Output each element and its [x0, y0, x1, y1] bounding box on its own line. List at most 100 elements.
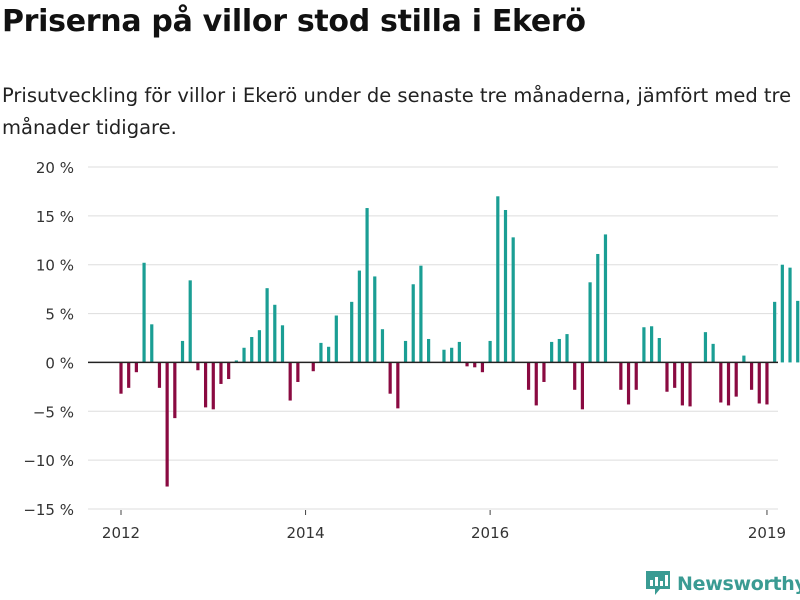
bar: [450, 347, 454, 363]
bar: [488, 340, 492, 363]
bar: [642, 327, 646, 363]
bar: [234, 360, 238, 363]
bar: [196, 362, 200, 371]
bar: [173, 362, 177, 419]
x-tick-label: 2016: [471, 524, 509, 542]
bar: [357, 270, 361, 363]
grid-lines: [88, 166, 778, 510]
bar: [142, 262, 146, 363]
bar: [673, 362, 677, 388]
bar: [288, 362, 292, 401]
bar: [388, 362, 392, 394]
y-tick-label: 20 %: [36, 159, 74, 177]
bar: [265, 288, 269, 363]
bar: [680, 362, 684, 406]
bar: [203, 362, 208, 408]
bar: [534, 362, 538, 406]
bar: [711, 343, 715, 363]
bar: [296, 362, 300, 382]
bar: [257, 330, 262, 363]
bar: [250, 337, 254, 363]
bar: [473, 362, 477, 368]
x-tick-label: 2014: [286, 524, 324, 542]
y-tick-label: 5 %: [45, 306, 74, 324]
y-tick-label: 0 %: [45, 354, 74, 372]
bar: [657, 338, 661, 363]
chart-title: Priserna på villor stod stilla i Ekerö: [2, 4, 586, 39]
bar: [596, 253, 600, 363]
bar: [503, 209, 508, 363]
bar: [227, 362, 231, 380]
y-axis: 20 % 15 % 10 % 5 % 0 % −5 % −10 % −15 %: [23, 159, 74, 519]
bar: [442, 349, 446, 363]
bars-group: [119, 196, 800, 487]
bar: [165, 362, 169, 487]
bar: [219, 362, 223, 384]
bar: [496, 196, 500, 363]
bar: [427, 338, 431, 363]
bar: [211, 362, 215, 410]
bar: [588, 282, 592, 363]
y-tick-label: −10 %: [23, 452, 74, 470]
bar: [557, 338, 561, 363]
bar: [542, 362, 546, 382]
bar: [419, 265, 423, 363]
bar: [626, 362, 631, 405]
bar: [726, 362, 731, 406]
bar: [603, 234, 608, 363]
bar: [319, 342, 323, 363]
y-tick-label: −15 %: [23, 501, 74, 519]
y-tick-label: 10 %: [36, 257, 74, 275]
x-tick-label: 2012: [102, 524, 140, 542]
newsworthy-brand[interactable]: Newsworthy: [645, 569, 800, 599]
bar: [180, 340, 185, 363]
bar: [634, 362, 638, 390]
bar: [788, 267, 792, 363]
bar: [573, 362, 577, 390]
bar: [757, 362, 761, 404]
bar: [457, 341, 461, 363]
newsworthy-logo-icon: [645, 568, 671, 600]
bar: [327, 346, 331, 363]
bar: [280, 325, 285, 363]
x-axis: 2012201420162019202120232025: [102, 510, 786, 542]
bar: [550, 341, 554, 363]
bar: [465, 362, 469, 367]
bar: [650, 326, 654, 363]
bar: [565, 334, 569, 363]
brand-name: Newsworthy: [677, 573, 800, 595]
bar: [773, 301, 777, 363]
bar: [749, 362, 754, 390]
bar: [480, 362, 485, 373]
bar: [765, 362, 769, 405]
bar: [396, 362, 400, 409]
bar: [665, 362, 669, 392]
bar: [511, 237, 515, 363]
bar: [380, 329, 385, 363]
bar: [150, 324, 154, 363]
bar: [157, 362, 162, 388]
bar: [411, 284, 415, 363]
bar: [526, 362, 531, 390]
y-tick-label: 15 %: [36, 208, 74, 226]
bar: [780, 264, 784, 363]
bar: [719, 362, 723, 403]
bar: [734, 362, 738, 397]
bar: [365, 208, 369, 363]
bar: [742, 355, 746, 363]
bar: [134, 362, 138, 373]
bar: [311, 362, 315, 372]
bar: [242, 347, 246, 363]
bar: [373, 276, 377, 363]
bar: [334, 315, 338, 363]
bar: [688, 362, 692, 407]
bar: [580, 362, 584, 410]
bar: [188, 280, 192, 363]
bar: [127, 362, 131, 388]
bar: [403, 340, 408, 363]
y-tick-label: −5 %: [33, 403, 74, 421]
bar: [119, 362, 123, 394]
chart-subtitle: Prisutveckling för villor i Ekerö under …: [2, 84, 792, 139]
x-tick-label: 2019: [748, 524, 786, 542]
